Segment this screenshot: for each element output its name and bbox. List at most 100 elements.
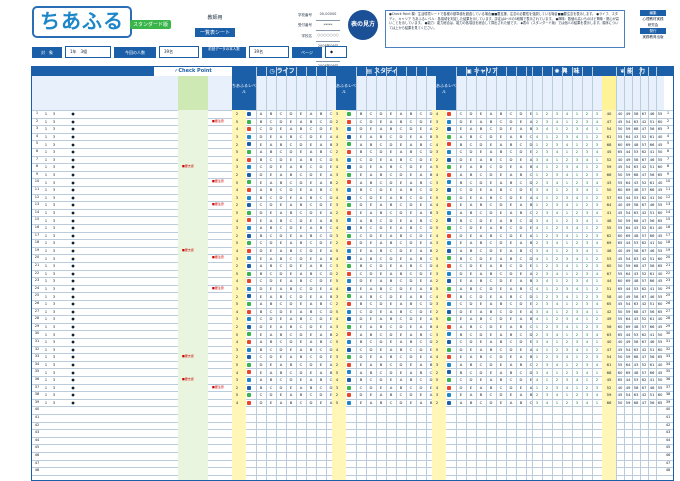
- status-icon: [247, 302, 251, 306]
- ability-total: 49: [606, 316, 612, 322]
- ability-score: 65: [617, 286, 623, 291]
- grade-cell: E: [509, 392, 513, 398]
- row-number: 12: [34, 194, 40, 199]
- grade-cell: D: [459, 156, 463, 162]
- level-score: 2: [435, 278, 439, 284]
- ability-score: 58: [633, 339, 639, 345]
- status-icon: [447, 324, 451, 329]
- ability-score: 65: [657, 126, 663, 132]
- grade-cell: E: [529, 301, 533, 307]
- grade-cell: B: [509, 141, 513, 147]
- grade-cell: E: [409, 324, 413, 329]
- ability-score: 62: [641, 149, 647, 155]
- id-cell: 3: [52, 202, 56, 208]
- grade-cell: C: [519, 217, 523, 223]
- grade-cell: D: [269, 240, 273, 246]
- ability-total: 46: [606, 248, 612, 253]
- ability-score: 49: [625, 202, 631, 208]
- interest-score: 1: [545, 255, 549, 261]
- ability-score: 40: [617, 111, 623, 117]
- grade-cell: D: [309, 362, 313, 367]
- ability-score: 54: [625, 210, 631, 215]
- id-cell: 1: [44, 278, 48, 284]
- row-number-right: 31: [665, 339, 671, 343]
- grade-cell: A: [499, 331, 503, 337]
- id-cell: 3: [52, 232, 56, 238]
- ability-score: 45: [617, 392, 623, 398]
- grade-cell: D: [389, 369, 393, 375]
- ability-total: 42: [606, 308, 612, 314]
- ability-score: 49: [625, 111, 631, 117]
- ability-score: 52: [641, 134, 647, 139]
- grade-cell: E: [359, 248, 363, 253]
- grade-cell: C: [329, 225, 333, 231]
- grade-cell: C: [489, 164, 493, 170]
- grade-cell: D: [409, 316, 413, 322]
- grade-cell: B: [429, 172, 433, 177]
- level-score: 4: [435, 324, 439, 329]
- grade-cell: A: [519, 316, 523, 322]
- grade-cell: D: [379, 225, 383, 231]
- grade-cell: E: [319, 362, 323, 367]
- ability-score: 43: [633, 362, 639, 367]
- level-score: 3: [235, 225, 239, 231]
- grade-cell: B: [429, 210, 433, 215]
- interest-score: 3: [595, 384, 599, 390]
- grade-cell: C: [429, 217, 433, 223]
- grade-cell: D: [299, 255, 303, 261]
- grade-cell: E: [389, 149, 393, 155]
- grade-cell: B: [469, 286, 473, 291]
- grade-cell: C: [399, 126, 403, 132]
- id-cell: 1: [44, 286, 48, 291]
- grade-cell: B: [389, 240, 393, 246]
- id-cell: 3: [52, 270, 56, 276]
- status-icon: [447, 370, 451, 375]
- grade-cell: C: [469, 331, 473, 337]
- interest-score: 2: [595, 194, 599, 200]
- row-divider: [32, 383, 673, 385]
- level-score: 4: [335, 225, 339, 231]
- grade-cell: C: [259, 164, 263, 170]
- grade-cell: A: [419, 400, 423, 405]
- grade-cell: C: [519, 369, 523, 375]
- grade-cell: A: [409, 369, 413, 375]
- id-cell: 3: [52, 400, 56, 405]
- interest-score: 4: [555, 270, 559, 276]
- ability-score: 44: [625, 286, 631, 291]
- grade-cell: D: [359, 126, 363, 132]
- ability-score: 63: [633, 346, 639, 352]
- grade-cell: B: [359, 263, 363, 269]
- category-life: ◷ ライフ: [232, 67, 332, 76]
- interest-score: 3: [595, 263, 599, 269]
- grade-cell: B: [329, 217, 333, 223]
- grade-cell: D: [429, 111, 433, 117]
- grade-cell: C: [499, 232, 503, 238]
- level-score: 2: [235, 354, 239, 360]
- grade-cell: E: [289, 156, 293, 162]
- ability-score: 60: [657, 346, 663, 352]
- ability-score: 50: [617, 400, 623, 405]
- grade-cell: A: [389, 232, 393, 238]
- grade-cell: A: [429, 126, 433, 132]
- ability-score: 60: [657, 255, 663, 261]
- grade-cell: C: [359, 156, 363, 162]
- grade-cell: A: [379, 202, 383, 208]
- ability-score: 58: [633, 384, 639, 390]
- interest-score: 1: [575, 232, 579, 238]
- id-cell: ●: [71, 210, 75, 215]
- level-score: 2: [335, 149, 339, 155]
- id-cell: ●: [71, 164, 75, 170]
- level-score: 3: [335, 111, 339, 117]
- grade-cell: C: [299, 172, 303, 177]
- level-score: 4: [235, 278, 239, 284]
- ability-score: 52: [641, 179, 647, 185]
- grade-cell: D: [469, 263, 473, 269]
- status-icon: [247, 294, 251, 299]
- ability-score: 69: [625, 187, 631, 193]
- grade-cell: D: [479, 217, 483, 223]
- grade-cell: B: [299, 240, 303, 246]
- grade-cell: A: [409, 293, 413, 299]
- status-icon: [447, 286, 451, 291]
- interest-score: 1: [595, 187, 599, 193]
- interest-score: 1: [575, 202, 579, 208]
